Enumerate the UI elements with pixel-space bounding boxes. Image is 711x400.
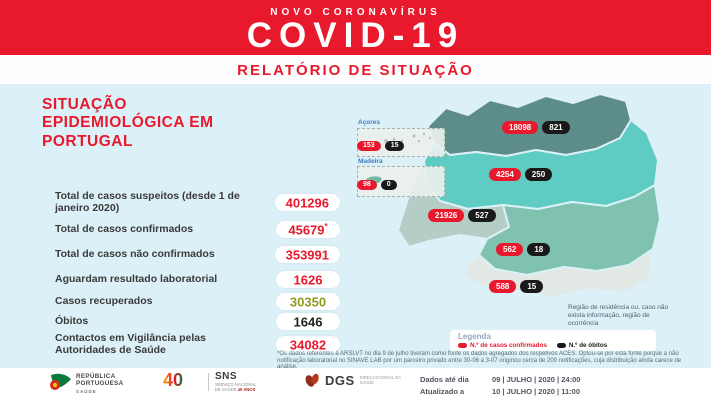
stat-label: Total de casos não confirmados [55, 248, 215, 261]
alentejo-badges: 562 18 [496, 243, 551, 256]
portugal-flag-icon [50, 373, 71, 390]
map-note: Região de residência ou, caso não exista… [568, 304, 669, 328]
legend-deaths-item: N.º de óbitos [556, 342, 607, 349]
stat-row-obitos: Óbitos 1646 [55, 313, 340, 331]
atualizado-label: Atualizado a [420, 386, 465, 396]
data-ate-label: Dados até dia [420, 375, 469, 384]
stat-row-confirmados: Total de casos confirmados 45679* [55, 221, 340, 239]
norte-deaths-badge: 821 [542, 121, 570, 134]
stat-label: Casos recuperados [55, 295, 153, 308]
lvt-deaths-badge: 527 [468, 209, 496, 222]
madeira-cases-badge: 98 [357, 180, 377, 191]
dgs-leaf-icon [305, 373, 319, 387]
stat-label: Aguardam resultado laboratorial [55, 273, 218, 286]
stat-value-pill: 401296 [274, 193, 340, 212]
stat-row-contactos: Contactos em Vigilância pelas Autoridade… [55, 332, 340, 357]
sns-40-anos-label: 40 ANOS [237, 387, 256, 393]
stat-value-pill: 30350 [276, 293, 340, 311]
alentejo-cases-badge: 562 [496, 243, 524, 256]
lvt-cases-badge: 21926 [428, 209, 465, 222]
centro-cases-badge: 4254 [489, 168, 521, 181]
stat-value-pill: 1646 [276, 313, 340, 331]
report-subtitle: RELATÓRIO DE SITUAÇÃO [237, 62, 474, 79]
stat-value-pill: 1626 [276, 271, 340, 289]
legend-title: Legenda [458, 332, 491, 341]
footnote: *Os dados referentes à ARSLVT no dia 9 d… [277, 351, 682, 368]
stat-row-nao-confirmados: Total de casos não confirmados 353991 [55, 246, 340, 264]
azores-deaths-badge: 15 [384, 141, 405, 152]
header-kicker: NOVO CORONAVÍRUS [270, 7, 441, 18]
stat-row-suspeitos: Total de casos suspeitos (desde 1 de jan… [55, 190, 340, 215]
stat-label: Total de casos suspeitos (desde 1 de jan… [55, 190, 240, 215]
stat-row-recuperados: Casos recuperados 30350 [55, 293, 340, 311]
dgs-label: DGS [325, 372, 355, 388]
atualizado-value: 10 | JULHO | 2020 | 11:00 [492, 386, 581, 396]
stat-label: Óbitos [55, 315, 89, 328]
portugal-map [397, 93, 661, 298]
footer-divider [208, 373, 209, 391]
header-banner: NOVO CORONAVÍRUS COVID-19 [0, 0, 711, 55]
azores-cases-badge: 153 [357, 141, 381, 152]
stat-label: Contactos em Vigilância pelas Autoridade… [55, 332, 206, 357]
stat-value-pill: 353991 [274, 246, 340, 264]
main-canvas: SITUAÇÃO EPIDEMIOLÓGICA EM PORTUGAL Tota… [0, 84, 711, 368]
centro-badges: 4254 250 [489, 168, 553, 181]
legend-confirmed-item: N.º de casos confirmados [458, 342, 547, 349]
section-title: SITUAÇÃO EPIDEMIOLÓGICA EM PORTUGAL [42, 96, 214, 150]
lvt-badges: 21926 527 [428, 209, 496, 222]
madeira-badges: 98 0 [357, 180, 397, 191]
republica-logo-text: REPÚBLICA PORTUGUESA SAÚDE [76, 373, 124, 395]
norte-cases-badge: 18098 [502, 121, 539, 134]
azores-badges: 153 15 [357, 141, 405, 152]
footer-bar: REPÚBLICA PORTUGUESA SAÚDE 40 SNS SERVIÇ… [0, 368, 711, 400]
sns-40-logo: 40 [163, 370, 184, 390]
stat-value-pill: 45679* [276, 221, 340, 239]
data-ate-value: 09 | JULHO | 2020 | 24:00 [492, 375, 581, 384]
norte-badges: 18098 821 [502, 121, 570, 134]
algarve-badges: 588 15 [489, 280, 544, 293]
azores-label: Açores [358, 119, 381, 126]
algarve-cases-badge: 588 [489, 280, 517, 293]
dgs-logo: DGS DIREÇÃO-GERAL DA SAÚDE [305, 372, 402, 388]
madeira-deaths-badge: 0 [380, 180, 397, 191]
confirmed-dot-icon [458, 343, 467, 348]
madeira-label: Madeira [358, 158, 383, 165]
alentejo-deaths-badge: 18 [527, 243, 551, 256]
legend-box: Legenda N.º de casos confirmados N.º de … [450, 330, 656, 351]
stat-value-pill: 34082 [276, 335, 340, 354]
report-dates: Dados até dia 09 | JULHO | 2020 | 24:00 … [420, 374, 580, 397]
centro-deaths-badge: 250 [524, 168, 553, 181]
deaths-dot-icon [556, 343, 566, 348]
stat-label: Total de casos confirmados [55, 223, 194, 236]
dgs-subtitle: DIREÇÃO-GERAL DA SAÚDE [359, 374, 401, 385]
republica-saude-label: SAÚDE [76, 389, 97, 395]
algarve-deaths-badge: 15 [520, 280, 544, 293]
sns-logo: SNS SERVIÇO NACIONAL DE SAÚDE 40 ANOS [215, 371, 257, 393]
stat-row-aguardam: Aguardam resultado laboratorial 1626 [55, 271, 340, 289]
subtitle-strip: RELATÓRIO DE SITUAÇÃO [0, 55, 711, 84]
page-title: COVID-19 [246, 16, 465, 55]
